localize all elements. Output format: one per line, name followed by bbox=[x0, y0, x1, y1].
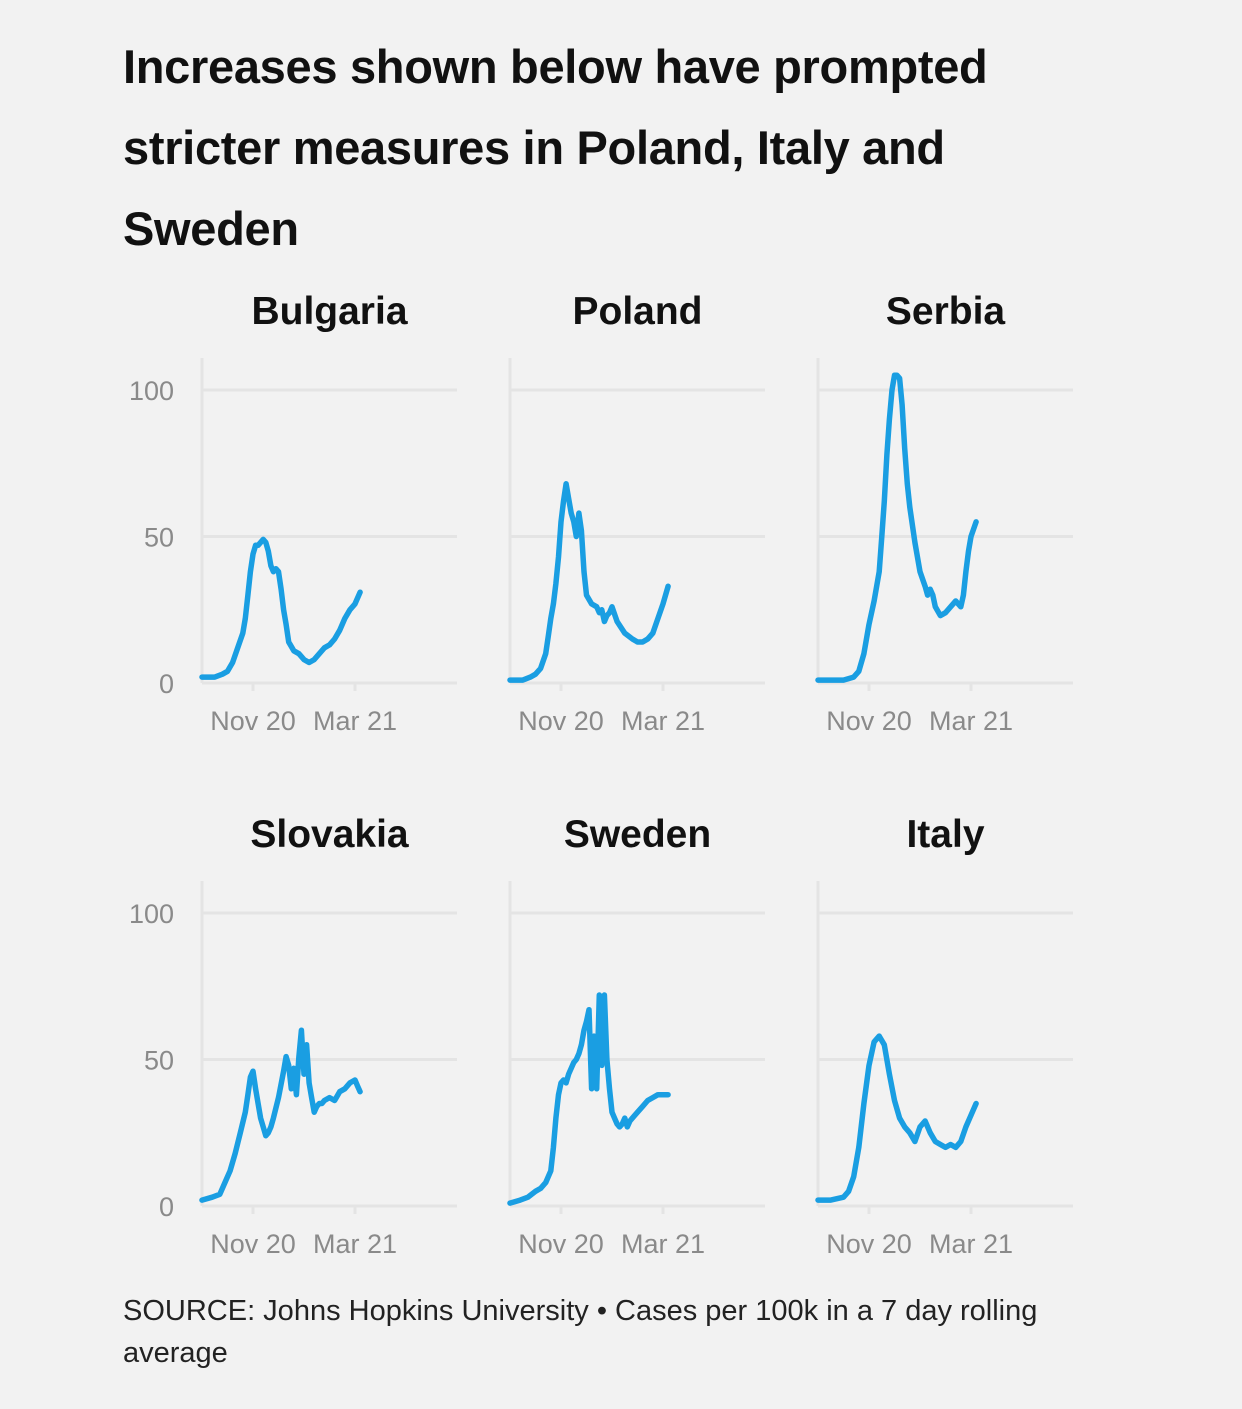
italy-x-tick-label-0: Nov 20 bbox=[826, 1229, 912, 1259]
slovakia-y-tick-label-50: 50 bbox=[144, 1046, 174, 1076]
italy-x-tick-label-1: Mar 21 bbox=[929, 1229, 1013, 1259]
serbia-x-tick-label-0: Nov 20 bbox=[826, 706, 912, 736]
slovakia-cases-line bbox=[199, 1027, 363, 1203]
poland-panel-title: Poland bbox=[572, 290, 702, 333]
serbia-panel-title: Serbia bbox=[886, 290, 1006, 333]
poland-x-tick-label-0: Nov 20 bbox=[518, 706, 604, 736]
slovakia-x-tick-label-1: Mar 21 bbox=[313, 1229, 397, 1259]
slovakia-y-tick-label-0: 0 bbox=[159, 1192, 174, 1222]
serbia-x-tick-label-1: Mar 21 bbox=[929, 706, 1013, 736]
italy-panel-title: Italy bbox=[906, 813, 984, 856]
poland-cases-line bbox=[507, 481, 671, 683]
bulgaria-x-tick-label-0: Nov 20 bbox=[210, 706, 296, 736]
sweden-x-tick-label-0: Nov 20 bbox=[518, 1229, 604, 1259]
bulgaria-y-tick-label-0: 0 bbox=[159, 669, 174, 699]
sweden-x-tick-label-1: Mar 21 bbox=[621, 1229, 705, 1259]
bulgaria-cases-line bbox=[199, 536, 363, 680]
bulgaria-y-tick-label-100: 100 bbox=[129, 376, 174, 406]
italy-cases-line bbox=[815, 1033, 979, 1203]
serbia-cases-line bbox=[815, 372, 979, 683]
bulgaria-y-tick-label-50: 50 bbox=[144, 523, 174, 553]
sweden-panel-title: Sweden bbox=[564, 813, 711, 856]
page-title: Increases shown below have prompted stri… bbox=[123, 40, 988, 255]
bulgaria-panel-title: Bulgaria bbox=[251, 290, 407, 333]
slovakia-x-tick-label-0: Nov 20 bbox=[210, 1229, 296, 1259]
poland-x-tick-label-1: Mar 21 bbox=[621, 706, 705, 736]
source-note: SOURCE: Johns Hopkins University • Cases… bbox=[123, 1295, 1038, 1369]
slovakia-y-tick-label-100: 100 bbox=[129, 899, 174, 929]
bulgaria-x-tick-label-1: Mar 21 bbox=[313, 706, 397, 736]
slovakia-panel-title: Slovakia bbox=[250, 813, 409, 856]
sweden-cases-line bbox=[507, 992, 671, 1206]
